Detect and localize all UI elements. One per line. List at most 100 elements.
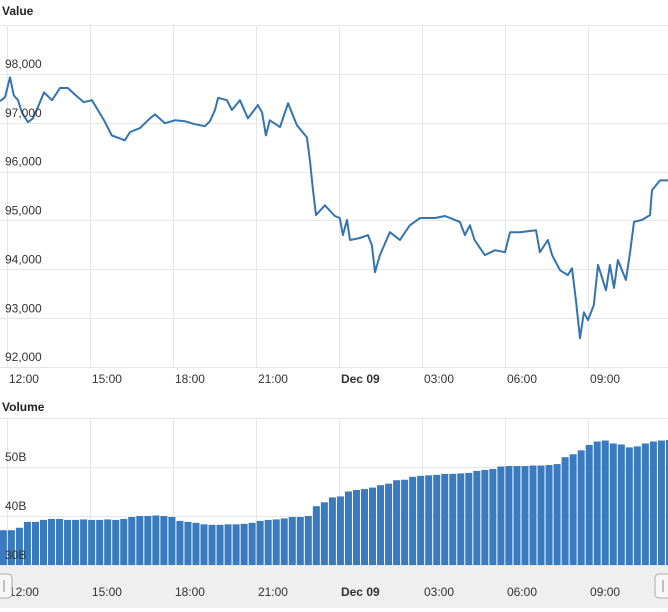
navigator-handle-left[interactable] [0, 573, 13, 599]
y-tick-label: 97,000 [5, 106, 42, 120]
volume-bar [216, 524, 224, 565]
y-tick-label: 95,000 [5, 204, 42, 218]
volume-bar [609, 443, 617, 565]
x-tick-label: 03:00 [424, 372, 454, 386]
x-tick-label: 06:00 [507, 585, 537, 599]
y-tick-label: 96,000 [5, 155, 42, 169]
volume-bar [352, 490, 360, 565]
volume-bar [457, 473, 465, 565]
volume-bar [64, 519, 72, 565]
volume-bar [369, 487, 377, 565]
volume-bar [264, 519, 272, 565]
volume-bar [553, 464, 561, 565]
x-tick-label: Dec 09 [341, 585, 380, 599]
navigator-band [0, 565, 668, 608]
volume-bar [377, 485, 385, 565]
x-tick-label: 09:00 [590, 372, 620, 386]
volume-bar [224, 524, 232, 565]
y-tick-label: 30B [5, 548, 26, 562]
volume-bar [393, 480, 401, 565]
volume-bar [48, 518, 56, 565]
volume-bar [481, 469, 489, 565]
volume-bar [288, 516, 296, 565]
volume-bar [15, 527, 23, 565]
volume-bar [336, 496, 344, 565]
volume-bar [312, 506, 320, 565]
volume-bar [617, 444, 625, 565]
volume-bar [128, 516, 136, 565]
panel-title: Value [2, 4, 34, 18]
volume-bar [465, 472, 473, 565]
volume-bar [296, 516, 304, 565]
series [0, 76, 668, 340]
y-tick-label: 92,000 [5, 350, 42, 364]
x-tick-label: 21:00 [258, 372, 288, 386]
volume-bar [585, 444, 593, 565]
volume-bar [649, 441, 657, 565]
volume-bar [633, 446, 641, 565]
volume-bar [489, 468, 497, 565]
volume-bar [23, 521, 31, 565]
volume-bar [88, 519, 96, 565]
volume-bar [192, 522, 200, 565]
volume-bar [56, 518, 64, 565]
volume-bar [537, 465, 545, 565]
y-tick-label: 94,000 [5, 252, 42, 266]
y-tick-label: 93,000 [5, 301, 42, 315]
x-tick-label: 18:00 [175, 372, 205, 386]
volume-bar [641, 443, 649, 565]
volume-bar [449, 473, 457, 565]
x-tick-label: 03:00 [424, 585, 454, 599]
volume-bar [601, 440, 609, 565]
volume-bar [80, 519, 88, 565]
volume-bar [176, 520, 184, 565]
x-tick-label: 12:00 [9, 585, 39, 599]
volume-bar [545, 465, 553, 565]
volume-bar [280, 518, 288, 565]
plot-area [0, 418, 668, 566]
volume-bar [39, 519, 48, 565]
volume-bar [160, 516, 168, 565]
x-tick-label: 09:00 [590, 585, 620, 599]
volume-bar [513, 466, 521, 565]
volume-bar [473, 470, 481, 565]
price-line [0, 76, 668, 340]
volume-bar [31, 521, 39, 565]
volume-bar [417, 475, 425, 565]
volume-bar [569, 454, 577, 565]
volume-bar [72, 519, 80, 565]
x-tick-label: Dec 09 [341, 372, 380, 386]
volume-bar [7, 530, 15, 565]
volume-bar [441, 473, 449, 565]
volume-bar [168, 516, 176, 565]
volume-bar [344, 491, 352, 565]
volume-bar [96, 519, 104, 565]
volume-bar [360, 489, 369, 565]
volume-bar [0, 530, 7, 565]
volume-bar [425, 475, 433, 565]
x-tick-label: 15:00 [92, 585, 122, 599]
volume-bar [144, 516, 152, 565]
volume-bar [577, 450, 585, 565]
volume-bar [208, 524, 216, 565]
volume-bar [401, 479, 409, 565]
x-tick-label: 18:00 [175, 585, 205, 599]
x-tick-label: 15:00 [92, 372, 122, 386]
volume-bar [593, 441, 601, 565]
volume-bar [529, 465, 537, 565]
y-tick-label: 50B [5, 450, 26, 464]
volume-bar [433, 474, 441, 565]
volume-bar [184, 521, 192, 565]
x-tick-label: 06:00 [507, 372, 537, 386]
volume-bar [521, 466, 529, 565]
volume-bar [152, 515, 160, 565]
volume-bar [112, 519, 120, 565]
navigator-handle-right[interactable] [654, 573, 668, 599]
x-tick-label: 12:00 [9, 372, 39, 386]
y-tick-label: 40B [5, 499, 26, 513]
y-tick-label: 98,000 [5, 57, 42, 71]
volume-bar [561, 457, 569, 565]
volume-bar [104, 519, 112, 565]
volume-bar [505, 466, 513, 565]
